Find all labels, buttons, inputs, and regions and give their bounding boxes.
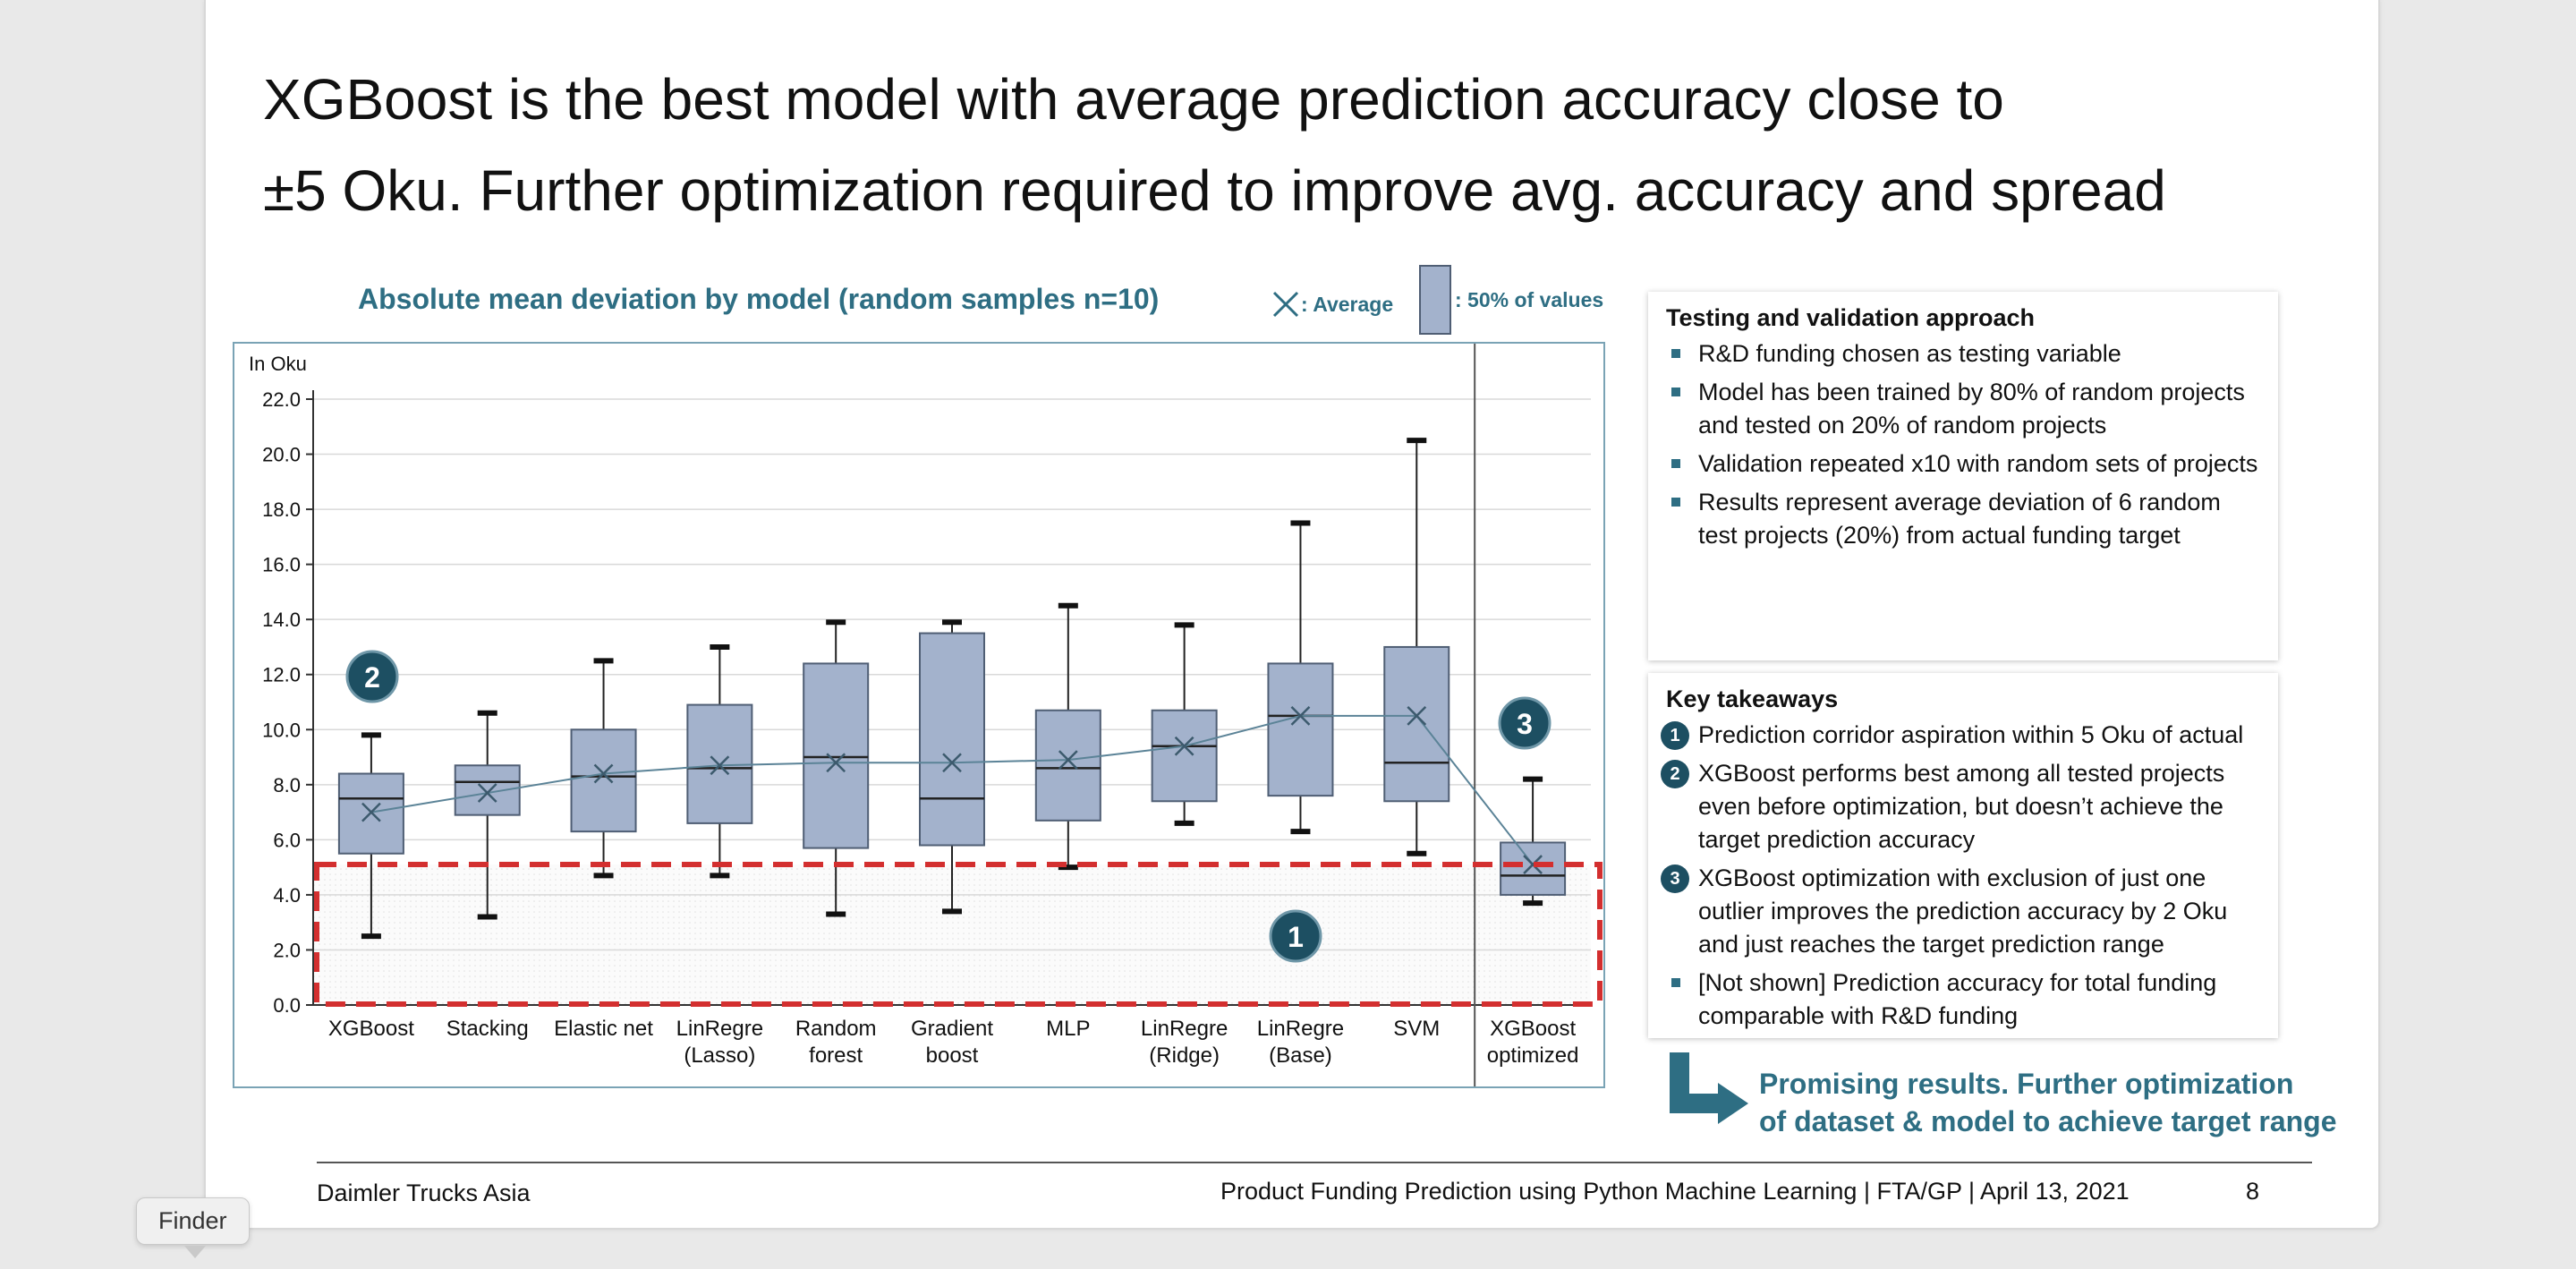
legend-average: : Average	[1271, 286, 1393, 322]
bullet-square-icon	[1671, 459, 1680, 468]
numbered-marker-icon	[1269, 909, 1322, 963]
y-tick-label: 14.0	[262, 609, 301, 631]
numbered-marker-label: 2	[364, 661, 380, 694]
y-tick-label: 12.0	[262, 664, 301, 686]
takeaway-item: 2 XGBoost performs best among all tested …	[1661, 757, 2260, 856]
mean-marker	[710, 755, 730, 776]
y-tick-label: 2.0	[273, 939, 301, 961]
x-category-label: forest	[809, 1043, 863, 1068]
x-category-label: Random	[795, 1017, 877, 1041]
title-line-1: XGBoost is the best model with average p…	[263, 67, 2004, 132]
x-category-label: (Base)	[1269, 1043, 1332, 1068]
y-tick-label: 6.0	[273, 829, 301, 851]
bullet-square-icon	[1671, 388, 1680, 396]
arrow-right-icon	[1670, 1052, 1748, 1124]
mean-marker	[477, 783, 497, 803]
bullet-square-icon	[1671, 498, 1680, 507]
approach-heading: Testing and validation approach	[1666, 304, 2036, 331]
takeaway-item: [Not shown] Prediction accuracy for tota…	[1666, 967, 2260, 1033]
takeaways-heading: Key takeaways	[1666, 686, 1839, 712]
footer-divider	[317, 1162, 2312, 1163]
x-category-label: Gradient	[911, 1017, 993, 1041]
bullet-square-icon	[1671, 978, 1680, 987]
numbered-marker-icon	[1498, 696, 1552, 750]
x-category-label: LinRegre	[676, 1017, 763, 1041]
tooltip-pointer	[184, 1246, 206, 1258]
legend-average-label: : Average	[1301, 292, 1394, 316]
x-category-label: XGBoost	[1490, 1017, 1576, 1041]
mean-marker	[1058, 750, 1078, 771]
x-category-label: boost	[926, 1043, 979, 1068]
numbered-marker-icon	[345, 650, 399, 703]
x-category-label: LinRegre	[1257, 1017, 1344, 1041]
y-tick-label: 18.0	[262, 498, 301, 521]
footer-company: Daimler Trucks Asia	[317, 1180, 531, 1206]
testing-approach-panel: Testing and validation approach R&D fund…	[1648, 292, 2278, 660]
box	[803, 662, 870, 849]
box	[570, 728, 637, 833]
mean-marker	[1290, 706, 1311, 726]
approach-item: Model has been trained by 80% of random …	[1666, 376, 2260, 442]
mean-marker	[593, 763, 614, 784]
dock-tooltip-finder: Finder	[136, 1197, 250, 1245]
box	[1500, 841, 1567, 896]
key-takeaways-panel: Key takeaways 1 Prediction corridor aspir…	[1648, 673, 2278, 1038]
box	[1034, 709, 1101, 822]
boxplot-chart: In Oku 0.0 2.0 4.0 6.0 8.0 10.0 12.0 14.0 16.0 18…	[249, 344, 1603, 1086]
x-category-label: Stacking	[446, 1017, 529, 1041]
takeaway-item: 3 XGBoost optimization with exclusion of …	[1661, 862, 2260, 961]
mean-marker	[1523, 855, 1543, 874]
x-category-label: XGBoost	[328, 1017, 414, 1041]
chart-title: Absolute mean deviation by model (random…	[358, 283, 1160, 315]
marker-2-icon: 2	[1661, 760, 1689, 788]
footer-description: Product Funding Prediction using Python …	[1220, 1178, 2130, 1205]
y-tick-label: 4.0	[273, 884, 301, 907]
numbered-marker-label: 1	[1288, 921, 1304, 953]
mean-marker	[1407, 706, 1427, 726]
unit-label: In Oku	[249, 353, 307, 375]
legend-box-swatch	[1419, 265, 1451, 335]
x-category-label: optimized	[1487, 1043, 1579, 1068]
mean-marker	[1174, 736, 1194, 756]
y-tick-label: 8.0	[273, 774, 301, 796]
y-tick-label: 20.0	[262, 444, 301, 466]
x-category-label: Elastic net	[554, 1017, 653, 1041]
marker-1-icon: 1	[1661, 721, 1689, 750]
box	[919, 632, 985, 847]
y-tick-label: 0.0	[273, 994, 301, 1017]
box	[1267, 662, 1334, 797]
x-category-label: LinRegre	[1141, 1017, 1228, 1041]
marker-3-icon: 3	[1661, 864, 1689, 893]
approach-item: Validation repeated x10 with random sets…	[1666, 447, 2260, 481]
mean-marker	[361, 802, 381, 822]
footer-page-number: 8	[2246, 1178, 2260, 1205]
slide-title: XGBoost is the best model with average p…	[263, 54, 2375, 236]
y-tick-label: 16.0	[262, 554, 301, 576]
y-tick-label: 22.0	[262, 388, 301, 411]
box	[1151, 709, 1218, 803]
legend-box-label: : 50% of values	[1455, 288, 1604, 311]
approach-item: R&D funding chosen as testing variable	[1666, 337, 2260, 370]
takeaway-item: 1 Prediction corridor aspiration within 5…	[1661, 719, 2260, 752]
approach-item: Results represent average deviation of 6…	[1666, 486, 2260, 552]
mean-marker	[942, 753, 962, 773]
title-line-2: ±5 Oku. Further optimization required to…	[263, 158, 2166, 223]
box	[1383, 645, 1450, 803]
x-category-label: SVM	[1393, 1017, 1440, 1041]
x-category-label: (Lasso)	[684, 1043, 755, 1068]
target-range-border	[314, 862, 1603, 1007]
average-cross-icon	[1272, 291, 1299, 318]
promising-results-callout: Promising results. Further optimization …	[1759, 1068, 2337, 1137]
chart-frame	[233, 342, 1605, 1088]
bullet-square-icon	[1671, 349, 1680, 358]
y-tick-label: 10.0	[262, 719, 301, 741]
box	[454, 764, 521, 816]
numbered-marker-label: 3	[1517, 708, 1533, 740]
x-category-label: (Ridge)	[1149, 1043, 1220, 1068]
x-category-label: MLP	[1046, 1017, 1090, 1041]
mean-marker	[826, 753, 846, 773]
